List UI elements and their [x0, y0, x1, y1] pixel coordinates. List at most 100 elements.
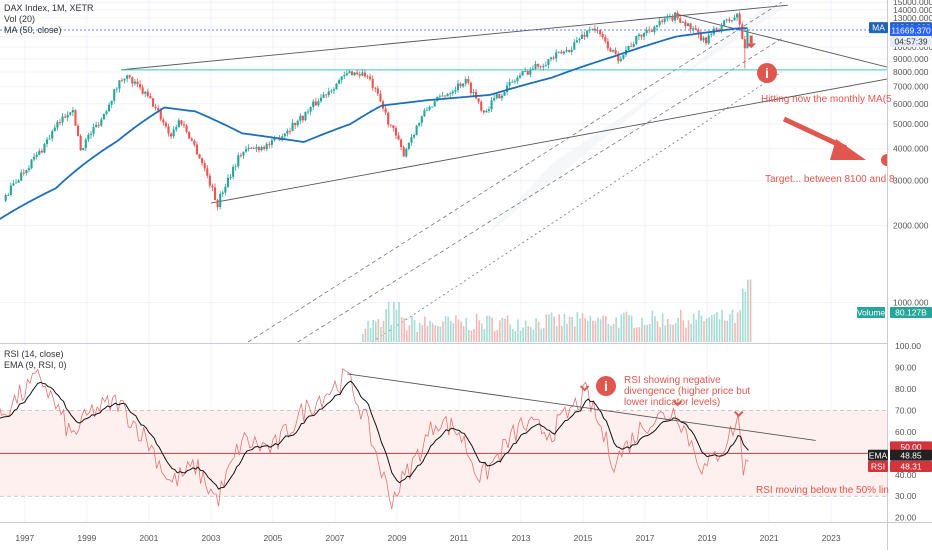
candle-body [462, 83, 465, 87]
time-tick-label: 2013 [512, 533, 531, 543]
rsi-scale-label[interactable]: RSI [868, 460, 888, 472]
candle-body [578, 38, 581, 41]
candle-body [307, 111, 310, 113]
candle-body [738, 13, 741, 25]
volume-bar [406, 330, 408, 342]
volume-bar [439, 326, 442, 342]
price-tick-label: 2000.000 [893, 221, 929, 231]
candle-body [472, 91, 475, 94]
volume-scale-label[interactable]: Volume [857, 307, 886, 318]
rsi-divergence-info-icon[interactable]: i [596, 376, 616, 396]
candle-body [291, 122, 294, 131]
candle-body [557, 51, 560, 53]
ema-scale-label[interactable]: EMA [868, 449, 888, 461]
candle-body [232, 166, 235, 177]
volume-bar [685, 327, 687, 342]
rsi-tick-label: 60.00 [895, 427, 917, 437]
volume-bar [530, 326, 532, 342]
volume-bar [599, 319, 602, 342]
candle-body [617, 53, 620, 61]
candle-body [498, 94, 501, 99]
time-tick-label: 2009 [388, 533, 407, 543]
candle-body [464, 79, 467, 84]
volume-bar [527, 326, 530, 342]
target-arrow-head [830, 139, 866, 160]
candle-body [720, 25, 723, 32]
candle-body [521, 71, 524, 76]
volume-bar [421, 325, 424, 342]
rsi-indicator-label[interactable]: RSI (14, close) [4, 349, 64, 359]
candle-body [580, 34, 584, 39]
symbol-title[interactable]: DAX Index, 1M, XETR [4, 3, 94, 13]
ema-indicator-label[interactable]: EMA (9, RSI, 0) [4, 360, 67, 370]
candle-body [539, 66, 542, 68]
candle-body [449, 93, 452, 95]
candle-body [301, 115, 304, 121]
candle-body [30, 159, 33, 169]
candle-body [361, 72, 364, 76]
rsi-value-tag[interactable]: 48.31 [890, 460, 932, 472]
volume-bar [418, 322, 421, 342]
volume-bar [382, 321, 385, 342]
candle-body [208, 175, 211, 186]
badge-text: 04:57:39 [894, 37, 927, 47]
candle-body [273, 138, 276, 141]
volume-bar [501, 317, 504, 342]
rsi-divergence-annotation: RSI showing negative divengence (higher … [624, 375, 750, 408]
volume-bar [656, 321, 659, 342]
last-price-tag[interactable]: 11669.370 [890, 25, 932, 37]
candle-body [157, 108, 160, 111]
volume-value-tag[interactable]: 80.127B [890, 307, 932, 318]
volume-bar [721, 309, 723, 342]
candle-body [609, 48, 612, 52]
candle-body [25, 170, 28, 174]
candle-body [469, 82, 472, 94]
volume-bar [579, 318, 581, 342]
volume-bar [372, 320, 375, 342]
time-tick-label: 2021 [760, 533, 779, 543]
candle-body [105, 111, 108, 114]
volume-bar [395, 309, 398, 342]
candle-body [412, 134, 416, 138]
volume-bar [540, 328, 542, 342]
ma-indicator-label[interactable]: MA (50, close) [4, 25, 62, 35]
candle-countdown-tag[interactable]: 04:57:39 [890, 36, 932, 48]
candle-body [441, 95, 444, 97]
volume-bar [470, 330, 473, 342]
ma-info-icon[interactable]: i [757, 63, 777, 83]
candle-body [526, 71, 529, 75]
badge-background [890, 25, 932, 37]
candle-body [400, 139, 403, 148]
badge-background [868, 449, 888, 461]
candle-body [265, 143, 268, 149]
candle-body [40, 150, 43, 153]
candle-body [198, 154, 201, 159]
volume-bar [682, 320, 685, 342]
candle-body [648, 29, 651, 31]
rsi50-value-tag[interactable]: 50.00 [890, 441, 932, 453]
candle-body [635, 36, 638, 45]
ma-scale-label[interactable]: MA [869, 22, 888, 34]
candle-body [79, 135, 82, 151]
candle-body [330, 90, 333, 92]
candle-body [69, 112, 72, 115]
volume-bar [747, 279, 749, 342]
candle-body [565, 50, 568, 52]
badge-background [857, 307, 885, 318]
volume-bar [636, 327, 638, 342]
volume-bar [377, 318, 380, 342]
candle-body [425, 109, 429, 111]
badge-background [890, 307, 932, 318]
ema-value-tag[interactable]: 48.85 [890, 449, 932, 461]
candle-body [725, 19, 728, 21]
volume-bar [623, 312, 625, 342]
candle-body [175, 127, 178, 130]
candle-body [87, 134, 90, 140]
volume-indicator-label[interactable]: Vol (20) [4, 14, 36, 24]
rsi-midline-annotation: RSI moving below the 50% lin [756, 485, 889, 496]
candle-body [162, 119, 165, 123]
candle-body [503, 91, 506, 96]
volume-bar [413, 319, 416, 342]
